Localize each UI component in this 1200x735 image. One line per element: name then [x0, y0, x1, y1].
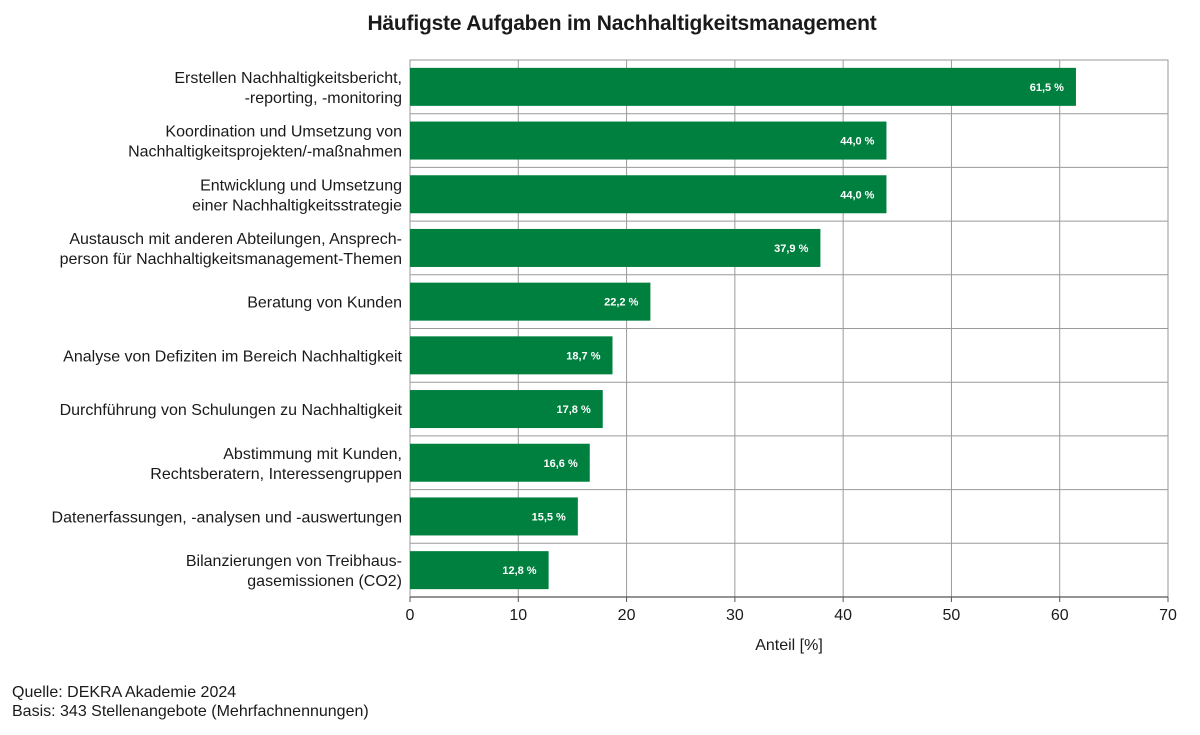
- chart-title: Häufigste Aufgaben im Nachhaltigkeitsman…: [367, 12, 877, 35]
- basis-note: Basis: 343 Stellenangebote (Mehrfachnenn…: [12, 703, 369, 720]
- category-labels: Erstellen Nachhaltigkeitsbericht, -report…: [52, 70, 403, 590]
- bar: [410, 282, 651, 321]
- bar: [410, 551, 549, 590]
- x-tick-label: 50: [943, 607, 961, 624]
- category-label: Erstellen Nachhaltigkeitsbericht,: [174, 70, 402, 87]
- category-label: person für Nachhaltigkeitsmanagement-The…: [60, 251, 402, 268]
- x-axis-label: Anteil [%]: [755, 637, 823, 654]
- category-label: Bilanzierungen von Treibhaus-: [186, 553, 402, 570]
- x-tick-label: 60: [1051, 607, 1069, 624]
- bar-value-label: 15,5 %: [532, 511, 566, 523]
- footer: Quelle: DEKRA Akademie 2024 Basis: 343 S…: [12, 683, 369, 721]
- bar: [410, 175, 887, 214]
- bar-value-label: 37,9 %: [774, 243, 808, 255]
- category-label: Datenerfassungen, -analysen und -auswert…: [52, 509, 402, 526]
- x-tick-label: 20: [618, 607, 636, 624]
- category-label: Nachhaltigkeitsprojekten/-maßnahmen: [128, 144, 402, 161]
- bar: [410, 336, 613, 375]
- x-tick-label: 30: [726, 607, 744, 624]
- category-label: Entwicklung und Umsetzung: [200, 177, 402, 194]
- source-note: Quelle: DEKRA Akademie 2024: [12, 684, 237, 701]
- bar-value-label: 61,5 %: [1030, 82, 1064, 94]
- category-label: Beratung von Kunden: [247, 295, 402, 312]
- category-label: einer Nachhaltigkeitsstrategie: [192, 197, 402, 214]
- category-label: Abstimmung mit Kunden,: [223, 446, 402, 463]
- category-label: Koordination und Umsetzung von: [165, 124, 402, 141]
- bar: [410, 121, 887, 160]
- category-label: Analyse von Defiziten im Bereich Nachhal…: [63, 348, 402, 365]
- bar-value-label: 22,2 %: [604, 297, 638, 309]
- category-label: Austausch mit anderen Abteilungen, Anspr…: [69, 231, 402, 248]
- category-label: -reporting, -monitoring: [245, 90, 402, 107]
- bar: [410, 443, 590, 482]
- bar-value-label: 18,7 %: [566, 350, 600, 362]
- bar: [410, 497, 578, 536]
- x-tick-label: 70: [1159, 607, 1177, 624]
- x-axis-ticks: 0 10 20 30 40 50 60 70: [406, 597, 1177, 624]
- bar-value-label: 17,8 %: [556, 404, 590, 416]
- bars: 61,5 % 44,0 % 44,0 % 37,9 % 22,2 % 18,7 % 17,8…: [410, 67, 1076, 590]
- x-tick-label: 40: [834, 607, 852, 624]
- bar-value-label: 16,6 %: [544, 458, 578, 470]
- bar-value-label: 44,0 %: [840, 189, 874, 201]
- bar-value-label: 12,8 %: [502, 565, 536, 577]
- bar: [410, 228, 821, 267]
- bar: [410, 390, 603, 429]
- x-tick-label: 0: [406, 607, 415, 624]
- bar: [410, 67, 1076, 106]
- x-tick-label: 10: [509, 607, 527, 624]
- category-label: Durchführung von Schulungen zu Nachhalti…: [60, 402, 403, 419]
- category-label: gasemissionen (CO2): [247, 573, 402, 590]
- bar-value-label: 44,0 %: [840, 136, 874, 148]
- category-label: Rechtsberatern, Interessengruppen: [150, 466, 402, 483]
